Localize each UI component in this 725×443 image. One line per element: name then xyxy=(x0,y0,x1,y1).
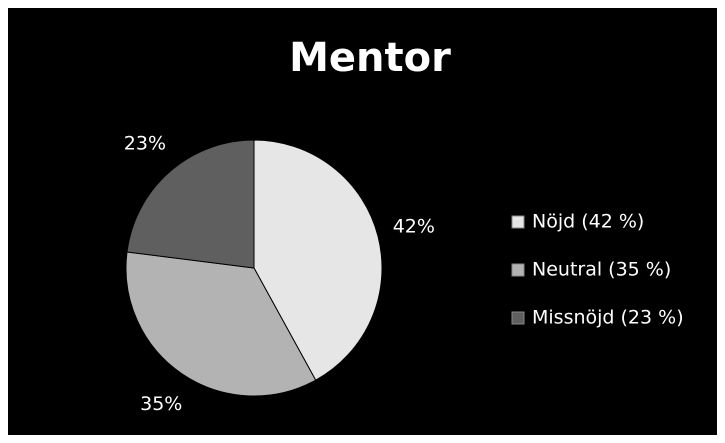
pie-slice xyxy=(126,139,255,269)
data-label: 42% xyxy=(393,215,435,237)
legend-label: Nöjd (42 %) xyxy=(532,211,644,233)
pie-slice xyxy=(125,251,317,397)
legend-label: Neutral (35 %) xyxy=(532,259,671,281)
legend-marker xyxy=(511,215,525,229)
legend-marker xyxy=(511,311,525,325)
chart-title: Mentor xyxy=(289,35,451,81)
pie-slice xyxy=(253,139,383,381)
legend-label: Missnöjd (23 %) xyxy=(532,307,684,329)
legend-marker xyxy=(511,263,525,277)
data-label: 23% xyxy=(124,133,166,155)
data-label: 35% xyxy=(140,393,182,415)
